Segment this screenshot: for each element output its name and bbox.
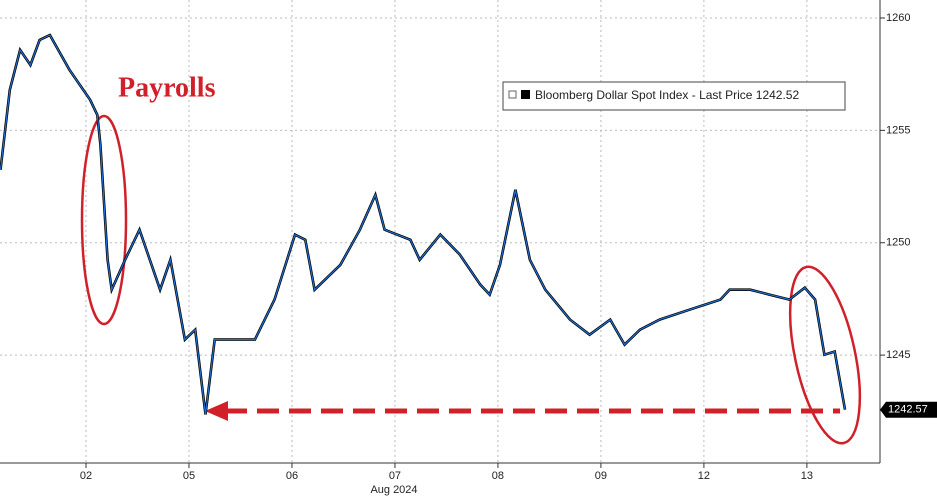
x-axis-label: Aug 2024: [370, 484, 417, 496]
legend-swatch: [521, 90, 530, 99]
x-tick-label: 07: [389, 470, 401, 482]
price-line: [0, 34, 846, 415]
legend-icon: [508, 90, 517, 99]
x-tick-label: 09: [595, 470, 607, 482]
y-tick-label: 1250: [886, 237, 910, 249]
x-tick-label: 08: [492, 470, 504, 482]
annotation: Payrolls: [118, 72, 216, 103]
last-price-label: 1242.57: [888, 404, 928, 416]
arrow-head: [205, 401, 228, 421]
highlight-ellipse: [788, 265, 862, 445]
x-tick-label: 02: [80, 470, 92, 482]
highlight-ellipse: [80, 114, 128, 326]
x-tick-label: 06: [286, 470, 298, 482]
last-price-tag: [880, 401, 937, 418]
legend-label: Bloomberg Dollar Spot Index - Last Price…: [535, 88, 799, 102]
x-tick-label: 13: [801, 470, 813, 482]
legend-box: [502, 81, 846, 111]
x-tick-label: 12: [698, 470, 710, 482]
y-tick-label: 1245: [886, 349, 910, 361]
y-tick-label: 1260: [886, 12, 910, 24]
x-tick-label: 05: [183, 470, 195, 482]
y-tick-label: 1255: [886, 124, 910, 136]
